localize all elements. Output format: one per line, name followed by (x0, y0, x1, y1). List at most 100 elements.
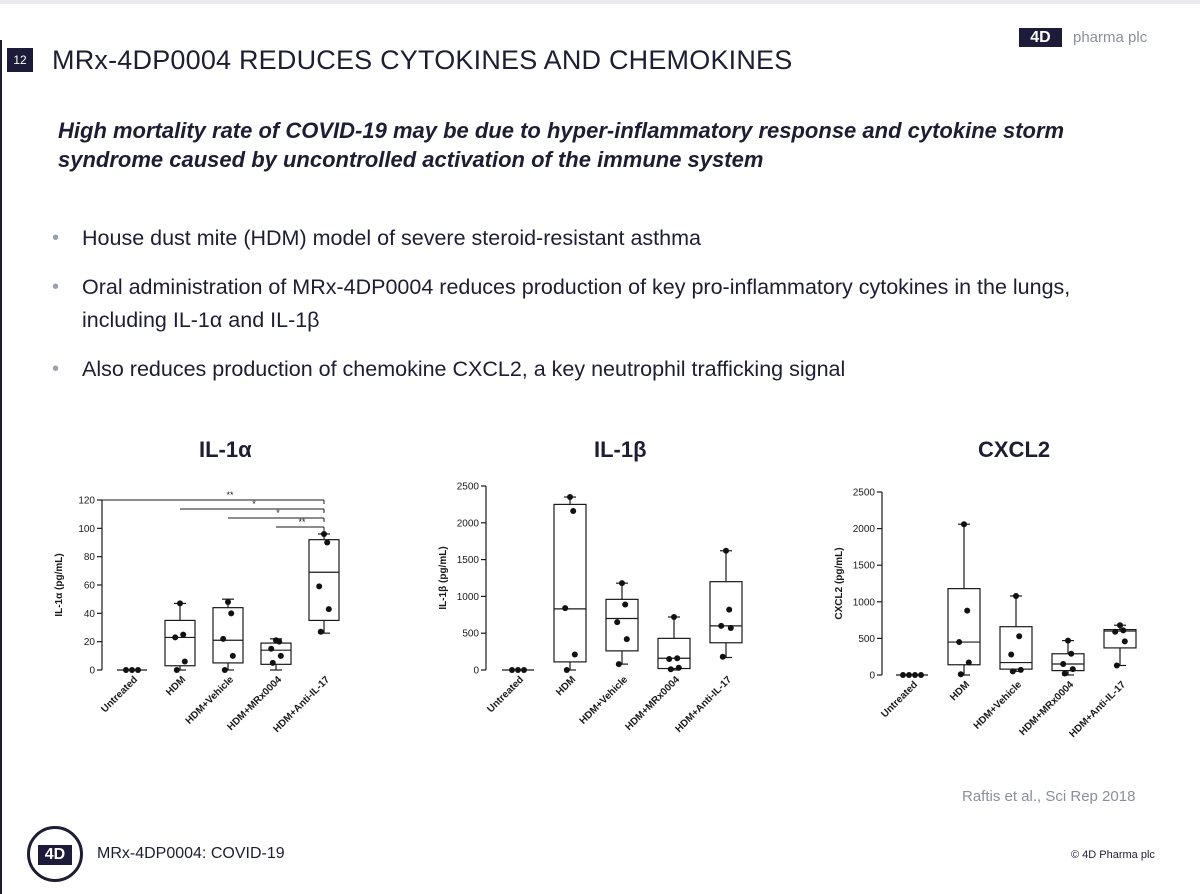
data-point (567, 494, 573, 501)
data-point (321, 531, 327, 537)
data-point (221, 667, 228, 673)
y-axis-label: IL-1α (pg/mL) (54, 553, 65, 616)
data-point (1117, 622, 1123, 629)
y-tick-label: 120 (78, 496, 95, 507)
y-tick-label: 2000 (853, 524, 876, 535)
x-tick-label: Untreated (879, 679, 920, 720)
box (605, 598, 639, 652)
data-point (277, 652, 284, 659)
data-point (622, 601, 629, 608)
box (212, 607, 244, 664)
y-tick-label: 1000 (457, 592, 480, 603)
data-point (918, 672, 924, 678)
x-tick-label: HDM+MRx0004 (1017, 679, 1076, 738)
data-point (562, 605, 569, 612)
data-point (718, 622, 725, 629)
box (657, 637, 691, 670)
x-tick-label: Untreated (99, 674, 140, 715)
x-tick-label: HDM+Vehicle (578, 674, 631, 727)
x-tick-label: HDM+Anti-IL-17 (673, 674, 734, 735)
company-logo: 4D (1019, 28, 1062, 47)
x-tick-label: HDM+MRx0004 (623, 674, 682, 733)
data-point (1113, 662, 1120, 669)
bullet-text: Also reduces production of chemokine CXC… (82, 357, 846, 381)
x-tick-label: HDM+Vehicle (184, 674, 237, 727)
significance-label: * (252, 499, 256, 509)
data-point (726, 606, 733, 613)
data-point (220, 635, 227, 642)
data-point (1121, 638, 1128, 645)
x-tick-label: HDM (554, 674, 578, 698)
y-tick-label: 20 (84, 637, 96, 648)
data-point (177, 600, 183, 607)
y-tick-label: 0 (869, 671, 875, 682)
data-point (1008, 651, 1015, 658)
box (947, 588, 981, 666)
data-point (912, 672, 918, 678)
slide-number: 12 (7, 48, 33, 72)
y-tick-label: 60 (84, 581, 96, 592)
y-tick-label: 1500 (457, 555, 480, 566)
y-tick-label: 40 (84, 609, 96, 620)
bullet-text: House dust mite (HDM) model of severe st… (82, 226, 701, 250)
bullet-item: • House dust mite (HDM) model of severe s… (52, 222, 1152, 255)
footer-title: MRx-4DP0004: COVID-19 (97, 845, 285, 862)
box (1103, 629, 1137, 649)
data-point (615, 661, 622, 668)
x-tick-label: HDM (948, 679, 972, 703)
data-point (906, 672, 912, 678)
subtitle: High mortality rate of COVID-19 may be d… (58, 118, 1065, 172)
data-point (225, 599, 231, 605)
y-tick-label: 1500 (853, 561, 876, 572)
data-point (1069, 666, 1076, 673)
data-point (1061, 670, 1068, 677)
footer-logo: 4D (27, 826, 83, 882)
y-tick-label: 500 (858, 634, 875, 645)
data-point (957, 671, 964, 678)
data-point (1120, 627, 1127, 634)
data-point (521, 667, 527, 673)
data-point (268, 645, 275, 652)
box (1051, 653, 1085, 672)
top-rule (0, 0, 1200, 4)
footer-logo-mark: 4D (38, 845, 72, 865)
data-point (273, 637, 279, 644)
box (709, 581, 743, 644)
bullet-item: • Also reduces production of chemokine CX… (52, 353, 1152, 386)
data-point (570, 508, 577, 515)
data-point (325, 606, 332, 613)
data-point (515, 667, 521, 673)
data-point (727, 625, 734, 632)
chart-title-il1b: IL-1β (594, 437, 647, 462)
data-point (571, 651, 578, 658)
data-point (619, 580, 625, 587)
data-point (623, 636, 630, 643)
bullet-item: • Oral administration of MRx-4DP0004 redu… (52, 271, 1152, 337)
data-point (135, 667, 141, 673)
company-logo-text: pharma plc (1073, 29, 1148, 46)
data-point (667, 666, 674, 673)
y-tick-label: 500 (462, 629, 479, 640)
data-point (129, 667, 135, 673)
data-point (965, 659, 972, 666)
data-point (1060, 661, 1067, 668)
data-point (181, 658, 188, 665)
y-axis-label: IL-1β (pg/mL) (438, 546, 449, 609)
box (164, 619, 196, 667)
data-point (675, 664, 682, 671)
data-point (563, 667, 570, 673)
data-point (961, 521, 967, 528)
data-point (173, 667, 180, 673)
data-point (719, 653, 726, 660)
data-point (172, 634, 179, 641)
chart-title-cxcl2: CXCL2 (978, 437, 1051, 462)
box (553, 503, 587, 663)
x-tick-label: HDM (164, 674, 188, 698)
data-point (228, 610, 235, 617)
data-point (674, 655, 681, 662)
data-point (1009, 668, 1016, 675)
data-point (269, 659, 276, 666)
chart-il1a: 0 20 40 60 80 100 120 IL-1α (pg/mL) Untreated HDM… (54, 490, 340, 735)
y-tick-label: 2500 (853, 488, 876, 499)
box (999, 626, 1033, 670)
